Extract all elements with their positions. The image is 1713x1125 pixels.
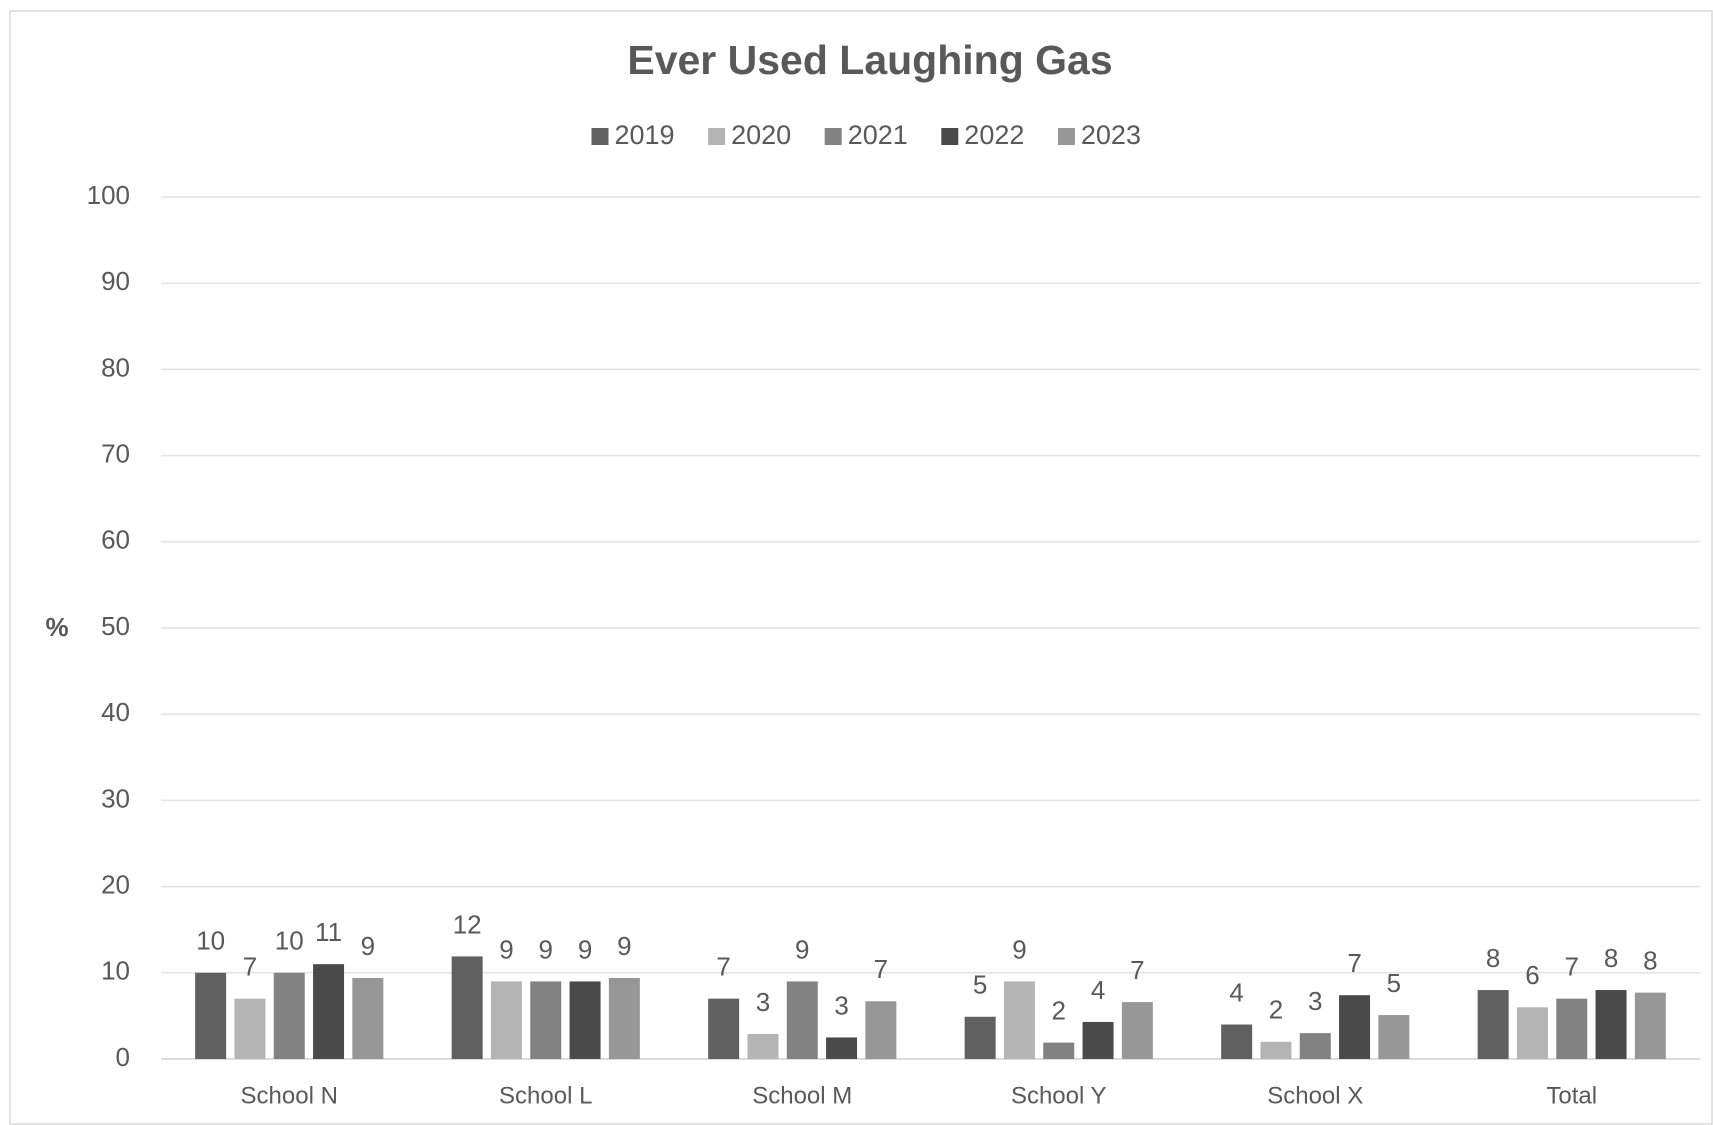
data-label: 5 (1387, 968, 1401, 998)
data-label: 9 (617, 931, 631, 961)
bar (234, 998, 266, 1059)
chart-border (9, 10, 1713, 1125)
bar (451, 956, 483, 1059)
data-label: 8 (1643, 946, 1657, 976)
bar (1634, 992, 1666, 1059)
legend-swatch (941, 128, 959, 145)
x-tick-label: School M (752, 1082, 852, 1109)
data-label: 7 (1130, 955, 1144, 985)
bar (1043, 1042, 1075, 1059)
legend-swatch (708, 128, 726, 145)
chart-title: Ever Used Laughing Gas (627, 37, 1112, 83)
y-tick-label: 90 (101, 266, 130, 296)
y-tick-label: 50 (101, 611, 130, 641)
data-label: 8 (1486, 943, 1500, 973)
bar (1003, 981, 1035, 1059)
y-tick-label: 60 (101, 525, 130, 555)
bar (313, 964, 345, 1059)
bar (530, 981, 562, 1059)
x-tick-label: Total (1546, 1082, 1597, 1109)
x-tick-label: School N (241, 1082, 338, 1109)
data-label: 7 (243, 952, 257, 982)
bar (1477, 990, 1509, 1059)
bar (865, 1001, 897, 1059)
data-label: 4 (1229, 977, 1243, 1007)
legend-label: 2022 (964, 120, 1024, 150)
y-tick-label: 80 (101, 352, 130, 382)
bar (352, 977, 384, 1059)
bar (1221, 1024, 1253, 1059)
bar (1082, 1021, 1114, 1059)
bar (1299, 1033, 1331, 1059)
legend-label: 2019 (615, 120, 675, 150)
data-label: 9 (578, 934, 592, 964)
data-label: 11 (315, 917, 342, 947)
x-tick-label: School X (1267, 1082, 1363, 1109)
x-tick-label: School L (499, 1082, 592, 1109)
data-label: 9 (1012, 934, 1026, 964)
data-label: 9 (361, 931, 375, 961)
data-label: 3 (756, 987, 770, 1017)
data-label: 7 (1565, 952, 1579, 982)
y-tick-label: 20 (101, 869, 130, 899)
bar (747, 1034, 779, 1059)
data-label: 2 (1052, 995, 1066, 1025)
bar (786, 981, 818, 1059)
y-tick-label: 100 (87, 180, 130, 210)
legend-label: 2021 (848, 120, 908, 150)
y-tick-label: 10 (101, 956, 130, 986)
y-tick-label: 0 (116, 1042, 130, 1072)
bar (1595, 990, 1627, 1059)
legend-label: 2020 (731, 120, 791, 150)
bar (826, 1037, 858, 1059)
legend-swatch (824, 128, 842, 145)
bar (1378, 1015, 1410, 1059)
data-label: 3 (834, 990, 848, 1020)
bar (964, 1016, 996, 1059)
data-label: 9 (539, 934, 553, 964)
bar (490, 981, 522, 1059)
bar (1556, 998, 1588, 1059)
data-label: 9 (499, 934, 513, 964)
bar (1121, 1002, 1153, 1059)
legend-swatch (1057, 128, 1075, 145)
bar (195, 972, 227, 1059)
y-axis-label: % (45, 612, 68, 642)
bar (1516, 1007, 1548, 1059)
data-label: 3 (1308, 986, 1322, 1016)
data-label: 6 (1525, 960, 1539, 990)
data-label: 5 (973, 970, 987, 1000)
data-label: 9 (795, 934, 809, 964)
data-label: 7 (1347, 948, 1361, 978)
legend-label: 2023 (1081, 120, 1141, 150)
bar (1339, 995, 1371, 1059)
bar (708, 998, 740, 1059)
y-tick-label: 40 (101, 697, 130, 727)
y-tick-label: 30 (101, 783, 130, 813)
bar (569, 981, 601, 1059)
data-label: 4 (1091, 975, 1105, 1005)
legend-swatch (591, 128, 609, 145)
data-label: 7 (716, 952, 730, 982)
x-tick-label: School Y (1011, 1082, 1107, 1109)
bar (1260, 1041, 1292, 1059)
y-tick-label: 70 (101, 438, 130, 468)
data-label: 2 (1269, 995, 1283, 1025)
data-label: 10 (275, 926, 304, 956)
data-label: 8 (1604, 943, 1618, 973)
data-label: 12 (453, 909, 482, 939)
bar (608, 977, 640, 1059)
data-label: 7 (874, 954, 888, 984)
data-label: 10 (196, 926, 225, 956)
bar (273, 972, 305, 1059)
